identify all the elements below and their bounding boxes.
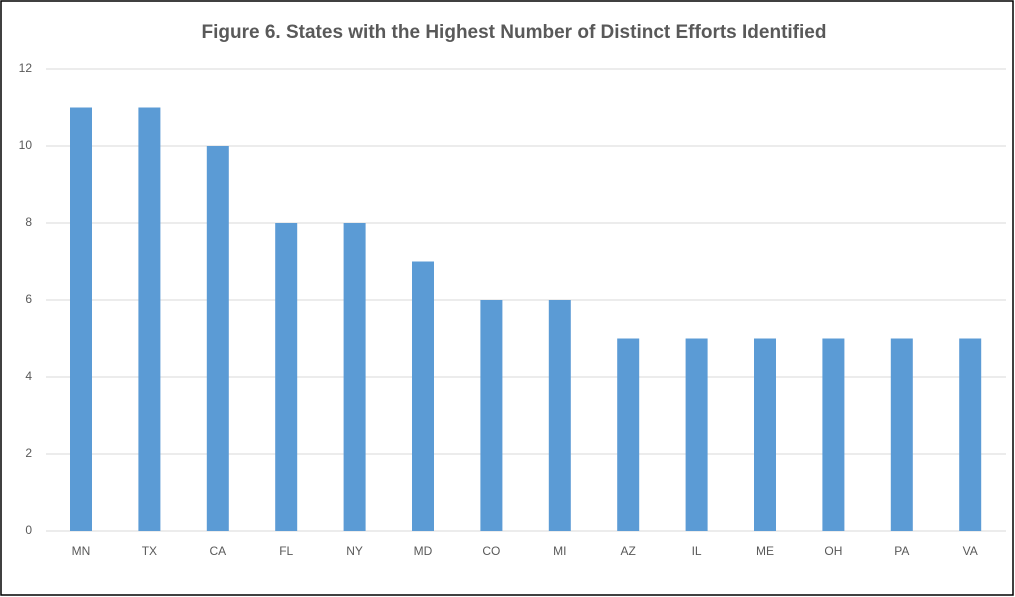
y-tick-label: 6 bbox=[25, 292, 32, 306]
y-tick-label: 2 bbox=[25, 446, 32, 460]
x-tick-label: NY bbox=[346, 544, 363, 558]
x-tick-label: TX bbox=[142, 544, 157, 558]
bar bbox=[754, 338, 776, 531]
bar bbox=[959, 338, 982, 531]
x-tick-label: MN bbox=[72, 544, 91, 558]
bar bbox=[206, 146, 229, 531]
bar bbox=[70, 107, 92, 531]
x-tick-label: IL bbox=[692, 544, 702, 558]
x-tick-label: MD bbox=[414, 544, 433, 558]
chart-title: Figure 6. States with the Highest Number… bbox=[202, 22, 827, 43]
x-tick-label: VA bbox=[963, 544, 978, 558]
x-tick-label: PA bbox=[894, 544, 909, 558]
y-tick-label: 0 bbox=[25, 523, 32, 537]
bar bbox=[548, 300, 571, 531]
y-tick-label: 10 bbox=[19, 138, 33, 152]
x-tick-label: ME bbox=[756, 544, 774, 558]
bar bbox=[685, 338, 708, 531]
bar bbox=[822, 338, 845, 531]
bar bbox=[138, 107, 161, 531]
x-tick-label: CA bbox=[209, 544, 226, 558]
bar bbox=[890, 338, 913, 531]
bar bbox=[412, 261, 434, 531]
bar bbox=[275, 223, 298, 531]
x-tick-label: CO bbox=[482, 544, 500, 558]
x-tick-label: MI bbox=[553, 544, 566, 558]
bar bbox=[480, 300, 503, 531]
x-tick-label: AZ bbox=[621, 544, 636, 558]
bar bbox=[343, 223, 366, 531]
x-tick-label: OH bbox=[824, 544, 842, 558]
y-tick-label: 4 bbox=[25, 369, 32, 383]
y-tick-label: 12 bbox=[19, 61, 33, 75]
bar bbox=[617, 338, 640, 531]
x-tick-label: FL bbox=[279, 544, 293, 558]
y-tick-label: 8 bbox=[25, 215, 32, 229]
